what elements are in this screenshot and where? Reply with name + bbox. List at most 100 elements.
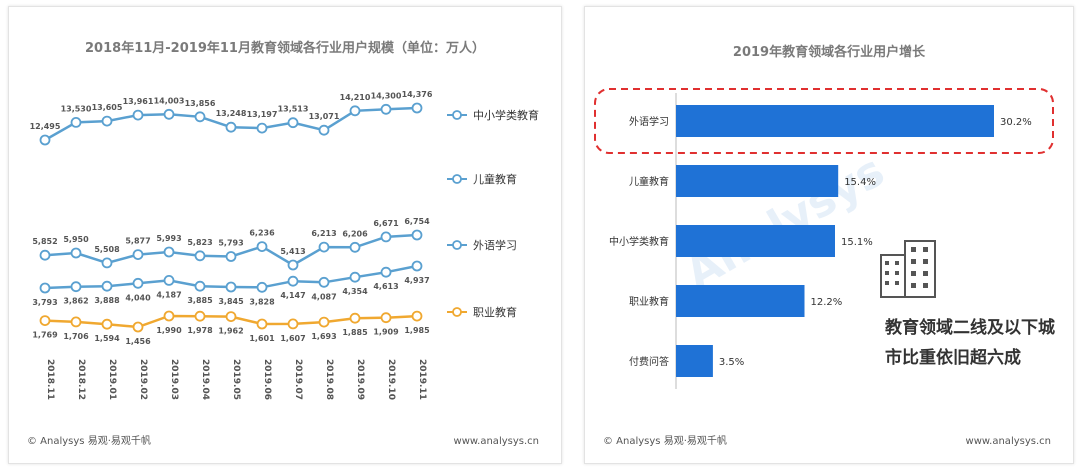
series-1-point xyxy=(194,280,206,292)
bar xyxy=(676,165,839,197)
series-0-point xyxy=(287,117,299,129)
series-2-point xyxy=(163,246,175,258)
bar-chart-title: 2019年教育领域各行业用户增长 xyxy=(732,45,926,60)
category-label: 儿童教育 xyxy=(629,175,669,188)
note-line-2: 市比重依旧超六成 xyxy=(885,348,1021,368)
series-0-point xyxy=(318,124,330,136)
series-0-point xyxy=(132,109,144,121)
series-1-data-label: 4,147 xyxy=(280,291,305,300)
series-2-point xyxy=(380,231,392,243)
x-tick-label: 2019.01 xyxy=(107,359,117,400)
series-1-point xyxy=(256,281,268,293)
line-chart-website: www.analysys.cn xyxy=(453,436,539,447)
x-tick-label: 2018.11 xyxy=(45,359,55,400)
series-1-point xyxy=(70,281,82,293)
series-2-data-label: 6,206 xyxy=(342,229,368,238)
series-0-data-label: 14,003 xyxy=(154,96,185,105)
bar xyxy=(676,345,713,377)
series-3-data-label: 1,990 xyxy=(156,326,182,335)
bar-chart-website: www.analysys.cn xyxy=(965,436,1051,447)
series-0-point xyxy=(194,111,206,123)
series-3-point xyxy=(163,310,175,322)
series-3-data-label: 1,978 xyxy=(187,326,213,335)
x-tick-label: 2019.10 xyxy=(386,359,396,400)
series-1-data-label: 3,845 xyxy=(218,297,244,306)
series-2-data-label: 5,793 xyxy=(218,239,243,248)
series-2-data-label: 5,508 xyxy=(94,245,120,254)
series-2-data-label: 6,754 xyxy=(404,217,430,226)
series-1-data-label: 3,885 xyxy=(187,296,213,305)
series-3-data-label: 1,909 xyxy=(373,328,399,337)
note-line-1: 教育领域二线及以下城 xyxy=(885,318,1055,338)
line-chart-title: 2018年11月-2019年11月教育领域各行业用户规模（单位：万人） xyxy=(85,41,485,56)
series-3-point xyxy=(256,318,268,330)
x-tick-label: 2019.02 xyxy=(138,359,148,400)
series-3-point xyxy=(194,310,206,322)
category-label: 付费问答 xyxy=(629,355,669,368)
series-0-data-label: 13,605 xyxy=(92,103,123,112)
bar-chart: 外语学习 30.2% 儿童教育 15.4% 中小学类教育 15.1% 职业教育 12.2% 付费… xyxy=(594,88,1054,389)
series-2-point xyxy=(287,259,299,271)
series-0-point xyxy=(225,121,237,133)
bar-value-label: 12.2% xyxy=(811,297,843,308)
highlight-box xyxy=(594,88,1054,154)
series-2-point xyxy=(411,229,423,241)
category-label: 外语学习 xyxy=(629,115,669,128)
series-2-data-label: 5,950 xyxy=(63,235,89,244)
x-tick-label: 2019.04 xyxy=(200,359,210,400)
building-icon xyxy=(880,240,936,298)
series-2-data-label: 5,413 xyxy=(280,247,305,256)
series-1-point xyxy=(411,260,423,272)
bar xyxy=(676,285,805,317)
series-0-data-label: 13,530 xyxy=(61,104,92,113)
series-2-point xyxy=(194,250,206,262)
bar xyxy=(676,105,994,137)
series-3-point xyxy=(349,312,361,324)
legend-label: 职业教育 xyxy=(473,305,517,319)
series-2-point xyxy=(349,241,361,253)
series-1-point xyxy=(380,266,392,278)
legend-marker xyxy=(452,174,462,184)
series-3-data-label: 1,885 xyxy=(342,328,368,337)
legend-marker xyxy=(452,240,462,250)
series-3-data-label: 1,985 xyxy=(404,326,430,335)
series-1-point xyxy=(225,281,237,293)
series-0-point xyxy=(380,103,392,115)
series-3-point xyxy=(101,318,113,330)
series-2-data-label: 6,213 xyxy=(311,229,336,238)
series-1-data-label: 4,937 xyxy=(404,276,429,285)
legend-label: 儿童教育 xyxy=(473,172,517,186)
series-2-data-label: 5,852 xyxy=(32,237,57,246)
x-tick-label: 2019.03 xyxy=(169,359,179,400)
series-0-point xyxy=(101,115,113,127)
series-1-point xyxy=(318,276,330,288)
series-3-point xyxy=(380,312,392,324)
series-3-point xyxy=(225,311,237,323)
series-0-data-label: 12,495 xyxy=(30,122,61,131)
series-0-point xyxy=(411,102,423,114)
legend-marker xyxy=(452,307,462,317)
x-tick-label: 2018.12 xyxy=(76,359,86,400)
x-tick-label: 2019.05 xyxy=(231,359,241,400)
series-1-point xyxy=(287,275,299,287)
series-0-data-label: 13,248 xyxy=(216,109,247,118)
series-1-point xyxy=(349,271,361,283)
series-2-data-label: 5,823 xyxy=(187,238,212,247)
series-3-data-label: 1,601 xyxy=(249,334,275,343)
bar-value-label: 15.4% xyxy=(844,177,876,188)
series-1-data-label: 3,828 xyxy=(249,297,275,306)
series-0-data-label: 13,197 xyxy=(247,110,278,119)
series-2-point xyxy=(318,241,330,253)
bar-value-label: 15.1% xyxy=(841,237,873,248)
series-1-point xyxy=(39,282,51,294)
bar-chart-panel: 2019年教育领域各行业用户增长 Analysys 外语学习 30.2% 儿童教育 1… xyxy=(584,6,1074,464)
x-tick-label: 2019.11 xyxy=(417,359,427,400)
series-1-point xyxy=(101,280,113,292)
series-3-point xyxy=(318,316,330,328)
bar-value-label: 3.5% xyxy=(719,357,744,368)
legend-label: 中小学类教育 xyxy=(473,108,539,122)
series-2-point xyxy=(101,257,113,269)
x-tick-label: 2019.08 xyxy=(324,359,334,400)
series-3-point xyxy=(287,318,299,330)
series-2-point xyxy=(70,247,82,259)
